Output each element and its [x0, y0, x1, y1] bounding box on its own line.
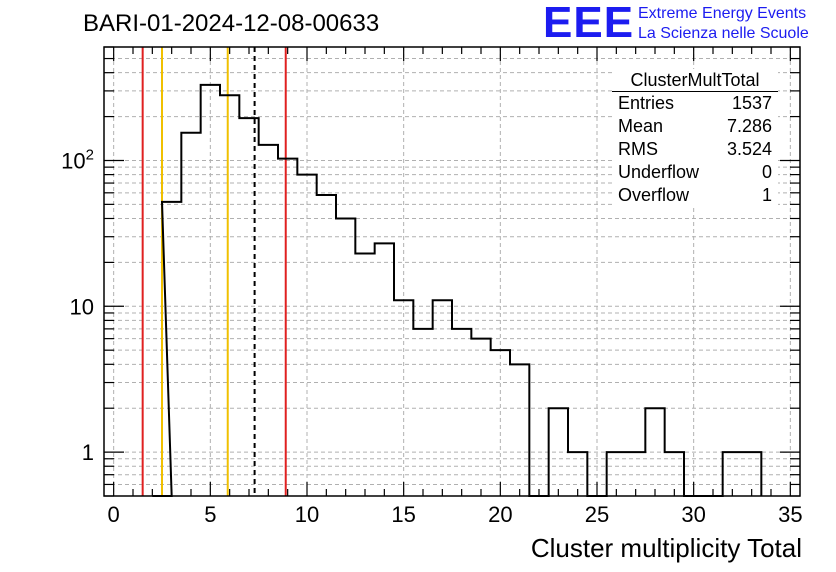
stats-row-rms: RMS 3.524: [612, 138, 778, 161]
histogram-bin: [375, 243, 394, 496]
x-axis-title: Cluster multiplicity Total: [531, 533, 802, 564]
y-tick-label: 102: [61, 146, 94, 173]
x-tick-label: 25: [585, 502, 609, 527]
y-tick-label: 10: [70, 294, 94, 319]
histogram-bin: [645, 408, 664, 496]
histogram-bin: [452, 329, 471, 496]
x-tick-label: 30: [681, 502, 705, 527]
histogram-bin: [181, 133, 200, 496]
logo-line-1: Extreme Energy Events: [638, 5, 806, 23]
logo-line-2: La Scienza nelle Scuole: [638, 25, 809, 43]
histogram-bin: [355, 254, 374, 496]
x-tick-label: 35: [778, 502, 802, 527]
stats-row-underflow: Underflow 0: [612, 161, 778, 184]
x-tick-label: 5: [204, 502, 216, 527]
histogram-bin: [510, 364, 529, 496]
stats-value: 3.524: [727, 138, 772, 161]
stats-value: 1: [762, 184, 772, 207]
stats-row-entries: Entries 1537: [612, 92, 778, 115]
histogram-bin: [162, 202, 181, 496]
histogram-bin: [336, 218, 355, 496]
histogram-bin: [413, 329, 432, 496]
eee-logo: EEE Extreme Energy Events La Scienza nel…: [543, 2, 833, 48]
y-tick-label: 1: [82, 440, 94, 465]
logo-mark: EEE: [543, 0, 634, 48]
histogram-bin: [239, 118, 258, 496]
stats-label: RMS: [618, 138, 658, 161]
histogram-bin: [317, 195, 336, 496]
histogram-bin: [471, 339, 490, 496]
run-title: BARI-01-2024-12-08-00633: [83, 10, 379, 38]
stats-row-overflow: Overflow 1: [612, 184, 778, 207]
stats-row-mean: Mean 7.286: [612, 115, 778, 138]
stats-label: Overflow: [618, 184, 689, 207]
stats-box: ClusterMultTotal Entries 1537 Mean 7.286…: [612, 69, 778, 207]
histogram-bin: [278, 159, 297, 496]
histogram-bin: [220, 95, 239, 496]
histogram-bin: [549, 408, 568, 496]
stats-value: 0: [762, 161, 772, 184]
x-tick-label: 20: [488, 502, 512, 527]
stats-label: Mean: [618, 115, 663, 138]
x-tick-label: 10: [295, 502, 319, 527]
stats-value: 7.286: [727, 115, 772, 138]
stats-title: ClusterMultTotal: [612, 69, 778, 92]
stats-label: Entries: [618, 92, 674, 115]
x-tick-label: 15: [391, 502, 415, 527]
stats-label: Underflow: [618, 161, 699, 184]
x-tick-label: 0: [108, 502, 120, 527]
stats-value: 1537: [732, 92, 772, 115]
